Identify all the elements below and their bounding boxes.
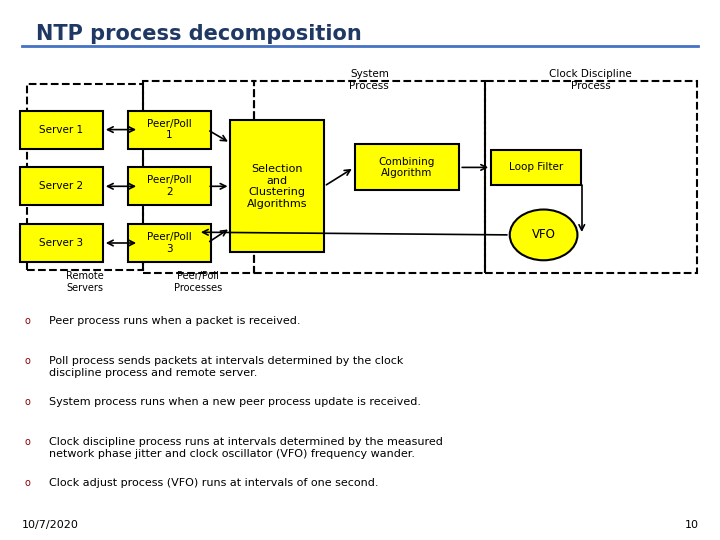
FancyBboxPatch shape xyxy=(128,111,210,148)
Text: Peer/Poll
1: Peer/Poll 1 xyxy=(147,119,192,140)
Text: Loop Filter: Loop Filter xyxy=(509,163,564,172)
Text: Poll process sends packets at intervals determined by the clock
discipline proce: Poll process sends packets at intervals … xyxy=(49,356,403,378)
Text: Peer/Poll
2: Peer/Poll 2 xyxy=(147,176,192,197)
Text: Peer/Poll
3: Peer/Poll 3 xyxy=(147,232,192,254)
Text: o: o xyxy=(24,437,30,448)
FancyBboxPatch shape xyxy=(491,150,582,185)
Text: Clock discipline process runs at intervals determined by the measured
network ph: Clock discipline process runs at interva… xyxy=(49,437,443,459)
Text: o: o xyxy=(24,397,30,407)
Text: Peer process runs when a packet is received.: Peer process runs when a packet is recei… xyxy=(49,316,300,326)
Text: Server 1: Server 1 xyxy=(39,125,84,134)
FancyBboxPatch shape xyxy=(20,224,103,262)
Text: o: o xyxy=(24,478,30,488)
FancyBboxPatch shape xyxy=(20,111,103,148)
FancyBboxPatch shape xyxy=(128,224,210,262)
Text: VFO: VFO xyxy=(531,228,556,241)
Text: NTP process decomposition: NTP process decomposition xyxy=(36,24,361,44)
Text: System process runs when a new peer process update is received.: System process runs when a new peer proc… xyxy=(49,397,421,407)
Text: Combining
Algorithm: Combining Algorithm xyxy=(379,157,435,178)
Text: Clock Discipline
Process: Clock Discipline Process xyxy=(549,69,631,91)
Text: Selection
and
Clustering
Algorithms: Selection and Clustering Algorithms xyxy=(247,164,307,208)
Text: System
Process: System Process xyxy=(349,69,390,91)
Circle shape xyxy=(510,210,577,260)
FancyBboxPatch shape xyxy=(20,167,103,205)
FancyBboxPatch shape xyxy=(354,145,459,191)
Text: o: o xyxy=(24,356,30,367)
Text: Server 2: Server 2 xyxy=(39,181,84,191)
Text: Server 3: Server 3 xyxy=(39,238,84,248)
Text: 10/7/2020: 10/7/2020 xyxy=(22,520,78,530)
Text: 10: 10 xyxy=(685,520,698,530)
FancyBboxPatch shape xyxy=(230,120,324,252)
Text: Remote
Servers: Remote Servers xyxy=(66,271,104,293)
Text: Clock adjust process (VFO) runs at intervals of one second.: Clock adjust process (VFO) runs at inter… xyxy=(49,478,379,488)
Text: Peer/Poll
Processes: Peer/Poll Processes xyxy=(174,271,222,293)
FancyBboxPatch shape xyxy=(128,167,210,205)
Text: o: o xyxy=(24,316,30,326)
